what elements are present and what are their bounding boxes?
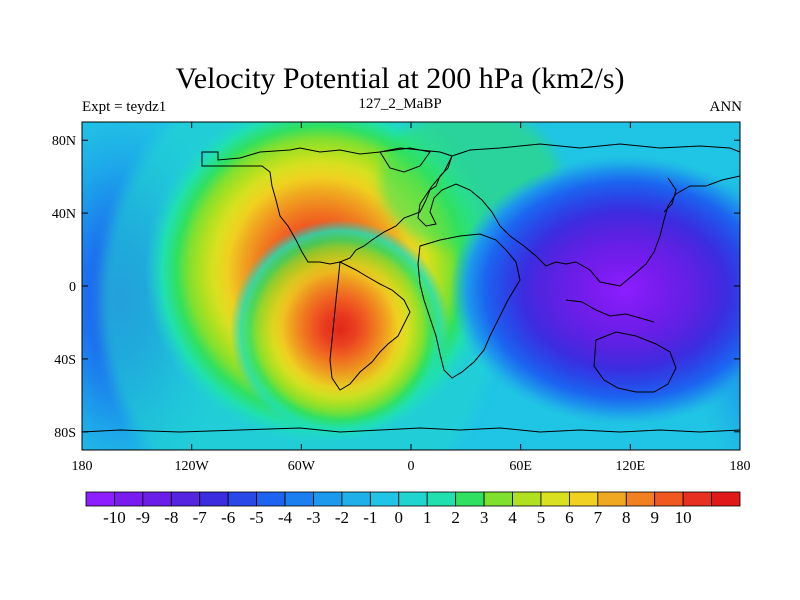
colorbar-label: 5 bbox=[537, 508, 546, 527]
subtitle-label: 127_2_MaBP bbox=[358, 96, 442, 112]
colorbar-label: 9 bbox=[650, 508, 659, 527]
colorbar: -10 -9 -8 -7 -6 -5 -4 -3 -2 -1 0 1 2 3 4 5 6 7 8 9 10 bbox=[85, 491, 741, 527]
coastlines bbox=[82, 143, 740, 433]
colorbar-swatch bbox=[284, 491, 314, 507]
colorbar-swatch bbox=[256, 491, 286, 507]
x-tick-label: 60W bbox=[288, 459, 316, 474]
colorbar-swatch bbox=[654, 491, 684, 507]
colorbar-label: 3 bbox=[480, 508, 489, 527]
coastline-australia bbox=[593, 331, 677, 393]
colorbar-label: -4 bbox=[278, 508, 293, 527]
colorbar-label: -2 bbox=[335, 508, 349, 527]
y-tick-label: 40N bbox=[52, 207, 76, 222]
colorbar-swatch bbox=[483, 491, 513, 507]
colorbar-swatch bbox=[711, 491, 741, 507]
colorbar-swatch bbox=[568, 491, 599, 507]
colorbar-label: 4 bbox=[508, 508, 517, 527]
colorbar-label: -1 bbox=[363, 508, 377, 527]
colorbar-swatch bbox=[142, 491, 172, 507]
coastline-africa bbox=[417, 233, 521, 379]
colorbar-swatch bbox=[540, 491, 570, 507]
y-axis: 80N 40N 0 40S 80S bbox=[52, 134, 740, 441]
colorbar-swatch bbox=[682, 491, 712, 507]
coastline-indonesia bbox=[565, 299, 655, 323]
colorbar-label: 8 bbox=[622, 508, 631, 527]
colorbar-swatch bbox=[455, 491, 485, 507]
chart-title: Velocity Potential at 200 hPa (km2/s) bbox=[175, 62, 625, 95]
colorbar-label: 1 bbox=[423, 508, 432, 527]
colorbar-label: 7 bbox=[594, 508, 603, 527]
coastline-japan bbox=[663, 177, 677, 213]
season-label: ANN bbox=[709, 99, 743, 115]
y-tick-label: 40S bbox=[54, 353, 76, 368]
y-tick-label: 80N bbox=[52, 134, 76, 149]
x-tick-label: 180 bbox=[72, 459, 93, 474]
colorbar-swatch bbox=[398, 491, 428, 507]
colorbar-label: -3 bbox=[306, 508, 320, 527]
colorbar-swatch bbox=[369, 491, 400, 507]
colorbar-label: -6 bbox=[221, 508, 235, 527]
y-tick-label: 0 bbox=[69, 280, 76, 295]
x-tick-label: 180 bbox=[730, 459, 751, 474]
y-tick-label: 80S bbox=[54, 426, 76, 441]
colorbar-label: -5 bbox=[250, 508, 264, 527]
colorbar-swatch bbox=[313, 491, 343, 507]
colorbar-label: -10 bbox=[103, 508, 126, 527]
colorbar-label: -9 bbox=[136, 508, 150, 527]
coastline-greenland bbox=[379, 147, 431, 173]
x-tick-label: 60E bbox=[509, 459, 532, 474]
contour-field bbox=[82, 122, 740, 450]
colorbar-swatch bbox=[85, 491, 115, 507]
coastline-south-america bbox=[329, 261, 411, 391]
colorbar-swatch bbox=[341, 491, 371, 507]
colorbar-swatch bbox=[199, 491, 229, 507]
colorbar-swatch bbox=[625, 491, 656, 507]
coastline-north-america bbox=[201, 147, 453, 265]
colorbar-swatch bbox=[227, 491, 258, 507]
x-axis: 180 120W 60W 0 60E 120E 180 bbox=[72, 122, 751, 474]
x-tick-label: 120W bbox=[175, 459, 210, 474]
colorbar-swatch bbox=[114, 491, 144, 507]
x-tick-label: 0 bbox=[408, 459, 415, 474]
experiment-label: Expt = teydz1 bbox=[82, 99, 167, 115]
colorbar-label: -8 bbox=[164, 508, 178, 527]
colorbar-label: 6 bbox=[565, 508, 574, 527]
colorbar-label: -7 bbox=[193, 508, 208, 527]
coastline-eurasia bbox=[417, 143, 740, 287]
coastline-antarctica bbox=[82, 427, 740, 433]
colorbar-swatch bbox=[512, 491, 542, 507]
colorbar-label: 10 bbox=[675, 508, 692, 527]
colorbar-swatch bbox=[170, 491, 201, 507]
colorbar-label: 0 bbox=[395, 508, 404, 527]
colorbar-swatch bbox=[426, 491, 457, 507]
x-tick-label: 120E bbox=[616, 459, 646, 474]
colorbar-swatch bbox=[597, 491, 627, 507]
colorbar-label: 2 bbox=[451, 508, 460, 527]
